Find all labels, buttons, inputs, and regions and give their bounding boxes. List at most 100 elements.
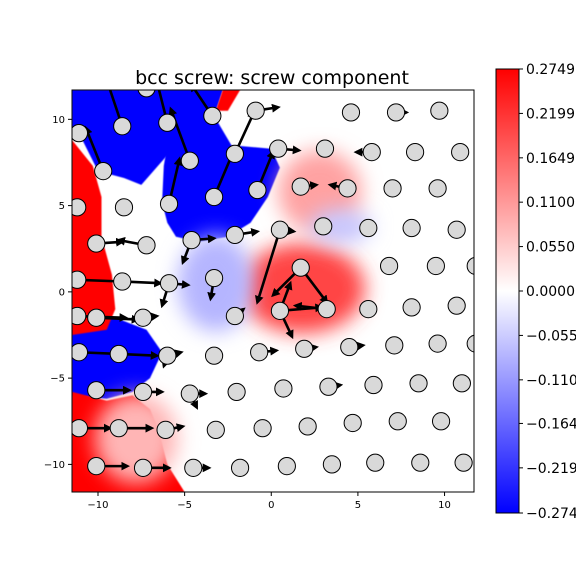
- atom-marker: [466, 334, 474, 353]
- atom-marker: [338, 179, 357, 198]
- atom-marker: [452, 374, 471, 393]
- y-tick-label: 5: [59, 201, 65, 212]
- atom-marker: [72, 198, 87, 217]
- y-tick-label: −10: [44, 460, 65, 471]
- colorbar-tick-label: 0.2749: [526, 62, 575, 78]
- displacement-arrow: [255, 229, 282, 305]
- atom-marker: [109, 419, 128, 438]
- plot-area: [72, 90, 474, 492]
- x-tick-label: 5: [355, 500, 361, 511]
- atom-marker: [411, 453, 430, 472]
- atom-marker: [317, 300, 336, 319]
- x-tick-label: −5: [177, 500, 192, 511]
- atom-marker: [72, 124, 89, 143]
- colorbar-tick-label: −0.164: [526, 416, 576, 432]
- atom-marker: [341, 103, 361, 122]
- atom-marker: [87, 308, 106, 327]
- colorbar-tick-label: 0.0000: [526, 284, 575, 300]
- colorbar-tick-label: −0.110: [526, 373, 576, 389]
- atom-marker: [180, 151, 199, 170]
- atom-marker: [295, 339, 314, 358]
- colorbar-bar: [495, 68, 520, 514]
- atom-marker: [248, 180, 267, 200]
- atom-marker: [430, 101, 449, 120]
- atom-marker: [72, 306, 87, 326]
- x-axis: −10 −5 0 5 10: [87, 492, 451, 511]
- atom-marker: [180, 384, 199, 403]
- atom-marker: [322, 455, 342, 474]
- atom-marker: [253, 419, 272, 438]
- colorbar-tick-label: 0.1649: [526, 151, 575, 167]
- atom-marker: [359, 218, 378, 238]
- atom-marker: [451, 143, 470, 162]
- atom-marker: [277, 457, 296, 476]
- x-tick-label: −10: [87, 500, 108, 511]
- atom-marker: [113, 272, 132, 291]
- atom-marker: [274, 379, 293, 398]
- atom-marker: [362, 143, 381, 162]
- field-region-5: [215, 90, 241, 111]
- atom-marker: [230, 458, 250, 477]
- displacement-arrow: [157, 90, 169, 124]
- field-region-8: [94, 393, 178, 484]
- atom-marker: [206, 420, 225, 439]
- atom-marker: [291, 258, 310, 277]
- atom-marker: [359, 300, 378, 319]
- atom-marker: [204, 187, 224, 207]
- atom-marker: [204, 268, 224, 288]
- atom-marker: [87, 234, 106, 253]
- atom-marker: [447, 220, 466, 239]
- atom-marker: [426, 256, 445, 276]
- atom-marker: [319, 377, 338, 396]
- atom-marker: [466, 257, 474, 275]
- atom-marker: [269, 139, 288, 158]
- atom-marker: [386, 103, 406, 122]
- atom-marker: [204, 346, 224, 365]
- chart-title: bcc screw: screw component: [135, 67, 409, 89]
- atom-marker: [159, 194, 179, 213]
- atom-marker: [291, 177, 310, 196]
- atom-marker: [72, 270, 87, 289]
- atom-marker: [72, 419, 89, 438]
- atom-marker: [379, 256, 399, 276]
- x-tick-label: 10: [438, 500, 451, 511]
- y-tick-label: 0: [59, 287, 65, 298]
- atom-marker: [225, 144, 244, 163]
- atom-marker: [133, 308, 153, 327]
- atom-marker: [364, 375, 383, 395]
- atom-marker: [315, 139, 335, 158]
- atom-marker: [383, 179, 402, 198]
- atom-marker: [182, 231, 201, 250]
- atom-marker: [87, 457, 106, 476]
- atom-marker: [366, 453, 385, 472]
- colorbar-tick-label: −0.274: [526, 506, 576, 522]
- colorbar-tick-label: −0.219: [526, 461, 576, 477]
- y-tick-label: 10: [52, 115, 65, 126]
- atom-marker: [87, 381, 106, 400]
- arrow-layer: [77, 90, 410, 473]
- colorbar-tick-label: 0.0550: [526, 240, 575, 256]
- colorbar-tick-label: 0.2199: [526, 106, 575, 122]
- atom-marker: [159, 274, 179, 293]
- atom-marker: [340, 337, 359, 357]
- atom-marker: [447, 296, 466, 315]
- plot-frame: [71, 89, 475, 493]
- atom-marker: [133, 458, 153, 477]
- atom-layer: [72, 90, 474, 477]
- field-region-0: [72, 90, 223, 185]
- atom-marker: [431, 412, 451, 431]
- atom-marker: [314, 217, 333, 236]
- atom-marker: [473, 185, 474, 192]
- atom-marker: [137, 90, 156, 98]
- x-tick-label: 0: [268, 500, 274, 511]
- y-tick-label: −5: [50, 374, 65, 385]
- y-axis: 10 5 0 −5 −10: [44, 115, 72, 471]
- atom-marker: [94, 161, 113, 181]
- colorbar: 0.2749 0.2199 0.1649 0.1100 0.0550 0.0000 −0.0…: [495, 62, 576, 522]
- atom-marker: [402, 298, 421, 317]
- atom-marker: [184, 458, 203, 477]
- atom-marker: [270, 220, 290, 239]
- atom-marker: [72, 343, 89, 362]
- atom-marker: [158, 113, 177, 132]
- atom-marker: [454, 453, 473, 472]
